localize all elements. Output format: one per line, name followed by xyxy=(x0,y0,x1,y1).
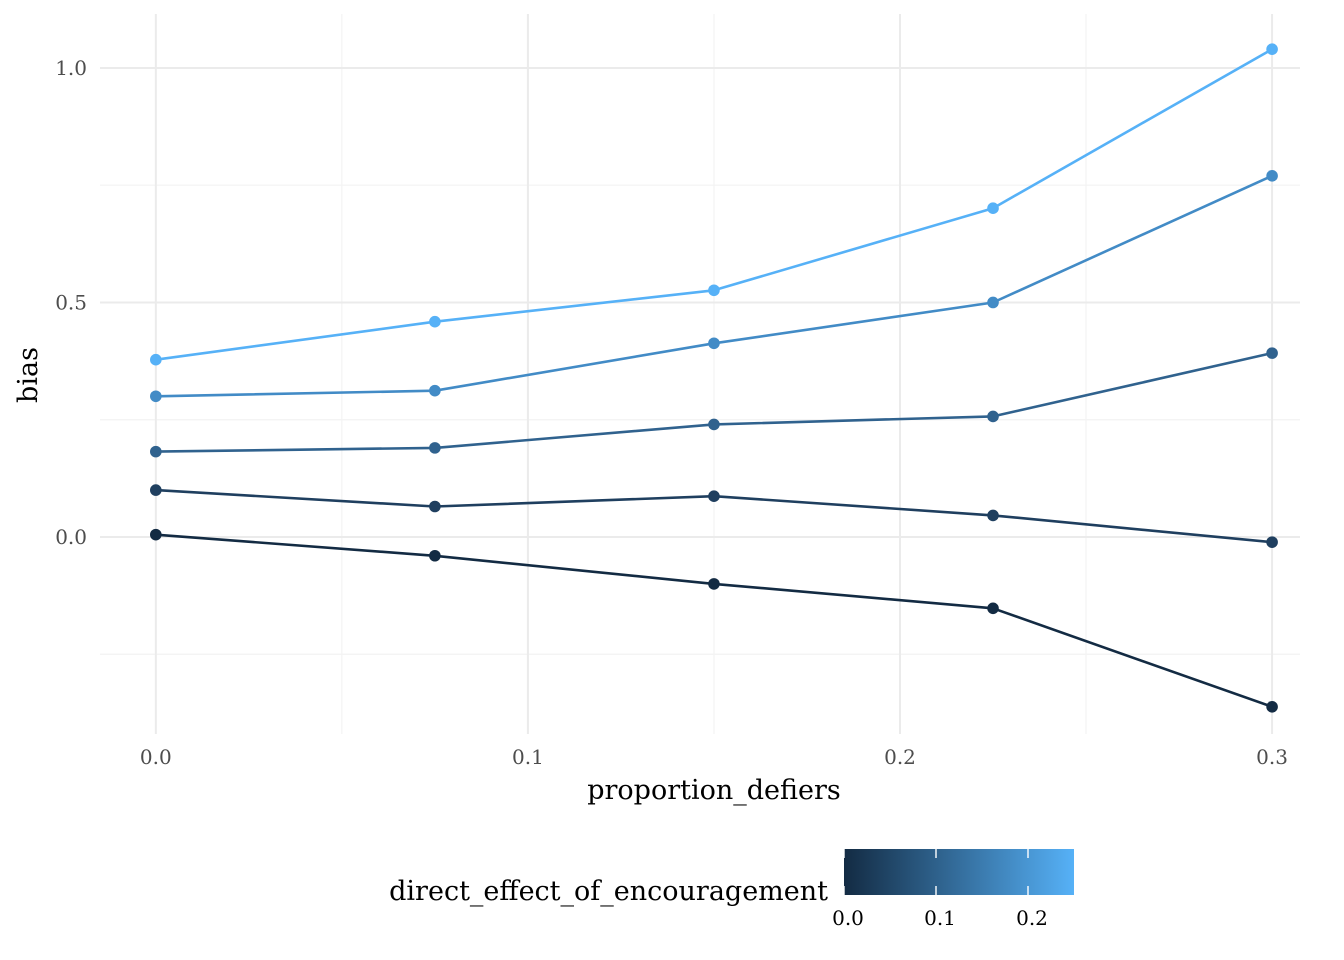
data-point xyxy=(987,602,999,615)
x-tick-label: 0.1 xyxy=(512,745,544,769)
data-point xyxy=(429,500,441,513)
data-point xyxy=(987,410,999,423)
colorbar-tick-label: 0.2 xyxy=(1016,906,1048,930)
data-point xyxy=(150,484,162,496)
data-point xyxy=(429,384,441,397)
y-tick-label: 1.0 xyxy=(55,56,87,80)
legend-colorbar xyxy=(844,849,1074,895)
data-point xyxy=(150,353,162,366)
colorbar-tick-label: 0.1 xyxy=(924,906,956,930)
series xyxy=(150,170,1278,403)
y-axis-ticks: 0.0 0.5 1.0 xyxy=(55,56,87,549)
data-point xyxy=(708,337,720,350)
x-axis-ticks: 0.0 0.1 0.2 0.3 xyxy=(140,745,1288,769)
legend: direct_effect_of_encouragement 0.0 0.1 0.2 xyxy=(389,849,1074,930)
data-point xyxy=(987,296,999,309)
data-point xyxy=(150,528,162,541)
colorbar-tick-label: 0.0 xyxy=(832,906,864,930)
data-point xyxy=(987,509,999,522)
x-tick-label: 0.2 xyxy=(884,745,916,769)
y-tick-label: 0.5 xyxy=(55,290,87,314)
data-point xyxy=(429,549,441,562)
data-point xyxy=(1266,347,1278,359)
data-point xyxy=(150,390,162,403)
x-axis-title: proportion_defiers xyxy=(587,775,841,806)
series-lines xyxy=(150,43,1278,713)
data-point xyxy=(708,418,720,431)
data-point xyxy=(429,315,441,328)
data-point xyxy=(1266,170,1278,182)
data-point xyxy=(1266,700,1278,713)
data-point xyxy=(708,284,720,297)
grid-lines xyxy=(100,14,1300,734)
y-axis-title: bias xyxy=(13,347,44,403)
series xyxy=(150,43,1278,366)
data-point xyxy=(150,445,162,458)
legend-title: direct_effect_of_encouragement xyxy=(389,876,828,907)
legend-colorbar-ticks: 0.0 0.1 0.2 xyxy=(832,849,1048,930)
data-point xyxy=(708,578,720,590)
series xyxy=(150,484,1278,548)
data-point xyxy=(1266,536,1278,548)
data-point xyxy=(1266,43,1278,55)
series xyxy=(150,528,1278,713)
y-tick-label: 0.0 xyxy=(55,525,87,549)
data-point xyxy=(708,490,720,502)
data-point xyxy=(429,442,441,454)
x-tick-label: 0.0 xyxy=(140,745,172,769)
x-tick-label: 0.3 xyxy=(1256,745,1288,769)
series xyxy=(150,347,1278,458)
data-point xyxy=(987,202,999,214)
